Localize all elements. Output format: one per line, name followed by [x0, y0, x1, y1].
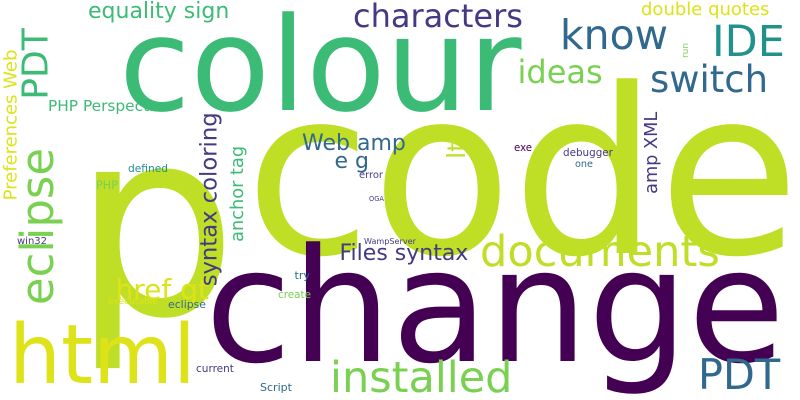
word-installed: installed	[330, 353, 513, 400]
word-anchor-tag: anchor tag	[228, 145, 249, 242]
word-ideas: ideas	[517, 53, 603, 91]
word-href-gt: href gt	[115, 273, 209, 306]
word-files-syntax: Files syntax	[339, 241, 469, 266]
word-ide: IDE	[712, 17, 785, 67]
word-eclipse: eclipse	[11, 147, 65, 305]
word-debugger: debugger	[563, 147, 613, 159]
word-html: html	[9, 308, 196, 400]
word-e-g: e g	[334, 149, 370, 174]
word-syntax-coloring: syntax coloring	[196, 111, 223, 286]
word-code: code	[245, 41, 800, 308]
word-pdt-top: PDT	[15, 28, 57, 100]
word-characters: characters	[353, 0, 523, 35]
word-web-amp: Web amp	[302, 131, 406, 156]
word-eclipse-small: eclipse	[168, 298, 206, 311]
word-preferences-web: Preferences Web	[0, 49, 21, 201]
word-create: create	[278, 288, 312, 301]
word-amp-xml: amp XML	[642, 111, 663, 194]
word-current: current	[196, 363, 234, 375]
word-change: change	[205, 215, 785, 399]
word-php: PHP	[96, 178, 118, 192]
word-pdt-bottom: PDT	[698, 350, 781, 399]
word-wampserver: WampServer	[364, 236, 416, 246]
word-try: try	[294, 269, 310, 282]
word-switch: switch	[650, 57, 769, 101]
word-executable: executable	[108, 297, 158, 307]
word-equality-sign: equality sign	[88, 0, 230, 24]
word-double-quotes: double quotes	[641, 0, 770, 20]
word-know: know	[560, 10, 669, 59]
word-lt: lt	[441, 141, 471, 159]
word-script: Script	[260, 380, 292, 394]
word-p: p	[72, 74, 238, 376]
word-oga: OGA	[369, 194, 384, 203]
word-one: one	[575, 159, 593, 170]
word-win32: win32	[17, 236, 48, 247]
word-exe: exe	[514, 142, 533, 154]
word-defined: defined	[128, 161, 168, 175]
word-run: run	[681, 42, 692, 58]
word-php-perspective: PHP Perspective	[48, 96, 172, 115]
word-colour: colour	[119, 0, 522, 141]
word-documents: documents	[480, 226, 720, 277]
word-error: error	[359, 169, 383, 181]
